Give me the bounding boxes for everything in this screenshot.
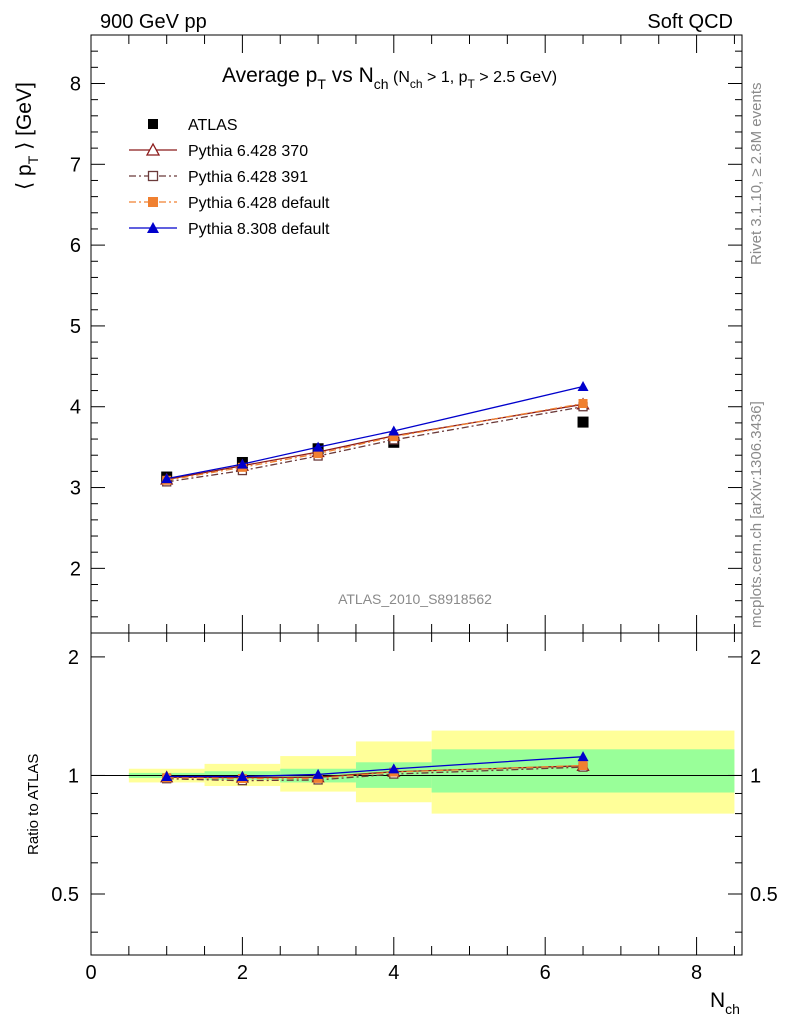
- legend-item: Pythia 6.428 370: [129, 142, 308, 160]
- ratio-y-tick-label-left: 2: [68, 647, 79, 669]
- title-cond-t: T: [468, 77, 476, 91]
- y-tick-label: 3: [70, 478, 81, 500]
- y-tick-label: 7: [70, 154, 81, 176]
- data-point: [578, 398, 588, 408]
- data-point: [577, 381, 589, 392]
- x-tick-label: 6: [540, 962, 551, 984]
- ratio-y-tick-label-left: 1: [68, 765, 79, 787]
- y-tick-label: 2: [70, 558, 81, 580]
- series-pythia-8-308-default: [161, 381, 589, 484]
- x-tick-label: 8: [691, 962, 702, 984]
- header-right-label: Soft QCD: [647, 11, 733, 33]
- title-cond-mid: > 1, p: [423, 69, 468, 86]
- ratio-data-point: [577, 751, 589, 762]
- ratio-y-tick-label-right: 1: [750, 765, 761, 787]
- legend: ATLAS Pythia 6.428 370 Pythia 6.428 391 Pyt…: [129, 117, 330, 238]
- y-tick-label: 6: [70, 235, 81, 257]
- legend-marker: [148, 119, 158, 129]
- xlabel-main: N: [710, 989, 725, 1012]
- x-tick-label: 2: [237, 962, 248, 984]
- data-point: [577, 416, 589, 428]
- x-tick-label: 0: [85, 962, 96, 984]
- ylabel-sub: T: [25, 155, 41, 164]
- ratio-y-tick-label-right: 0.5: [750, 884, 778, 906]
- title-cond-end: > 2.5 GeV): [475, 69, 557, 86]
- ratio-plot-area: 0.5 0.5 1 1 2 2 0 2 4 6 8: [51, 633, 778, 984]
- title-cond: (N: [389, 69, 410, 86]
- main-chart-title: Average pT vs Nch (Nch > 1, pT > 2.5 GeV…: [222, 64, 557, 92]
- data-point: [313, 449, 323, 459]
- legend-marker: [147, 170, 159, 182]
- ylabel-main: ⟨ p: [13, 164, 36, 190]
- series-line: [166, 385, 584, 480]
- data-point: [161, 473, 173, 484]
- legend-item: ATLAS: [148, 117, 238, 134]
- series-line: [166, 403, 584, 481]
- header-left-label: 900 GeV pp: [100, 11, 207, 33]
- title-sub-t: T: [317, 76, 326, 92]
- ratio-data-point: [578, 760, 588, 770]
- data-point: [389, 432, 399, 442]
- ylabel-end: ⟩ [GeV]: [13, 82, 36, 156]
- legend-marker: [145, 142, 161, 156]
- ratio-data-point: [161, 770, 173, 781]
- ratio-data-point: [312, 768, 324, 779]
- legend-item: Pythia 8.308 default: [129, 221, 330, 238]
- series-atlas: [161, 416, 589, 483]
- ratio-frame: [90, 632, 743, 956]
- x-axis-label: Nch: [710, 989, 740, 1017]
- ratio-y-tick-label-left: 0.5: [51, 884, 79, 906]
- legend-label: Pythia 6.428 default: [188, 195, 330, 212]
- ratio-data-point: [236, 770, 248, 781]
- legend-marker: [148, 197, 158, 207]
- series-pythia-6-428-391: [162, 402, 588, 487]
- y-tick-label: 8: [70, 73, 81, 95]
- ratio-y-axis-label: Ratio to ATLAS: [25, 754, 42, 855]
- legend-label: ATLAS: [188, 117, 238, 134]
- series-line: [166, 406, 584, 483]
- mcplots-label: mcplots.cern.ch [arXiv:1306.3436]: [748, 401, 765, 628]
- legend-item: Pythia 6.428 391: [129, 169, 308, 186]
- main-y-axis-label: ⟨ pT ⟩ [GeV]: [13, 82, 41, 190]
- analysis-watermark: ATLAS_2010_S8918562: [338, 591, 492, 607]
- title-vs: vs N: [326, 64, 374, 87]
- ratio-panel: 0.5 0.5 1 1 2 2 0 2 4 6 8 Ratio to ATLAS Nch: [25, 632, 778, 1017]
- main-plot-area: 2 3 4 5 6 7 8: [70, 34, 742, 634]
- xlabel-sub: ch: [725, 1001, 740, 1017]
- title-sub-ch: ch: [374, 76, 389, 92]
- data-point: [236, 458, 248, 469]
- legend-item: Pythia 6.428 default: [129, 195, 330, 212]
- x-tick-label: 4: [388, 962, 399, 984]
- ratio-data-point: [388, 763, 400, 774]
- legend-label: Pythia 8.308 default: [188, 221, 330, 238]
- rivet-version-label: Rivet 3.1.10, ≥ 2.8M events: [748, 83, 765, 266]
- data-point: [312, 441, 324, 452]
- legend-label: Pythia 6.428 391: [188, 169, 308, 186]
- ratio-series-pythia-8-308-default: [161, 751, 589, 781]
- legend-marker: [147, 222, 159, 233]
- ratio-y-tick-label-right: 2: [750, 647, 761, 669]
- series-pythia-6-428-default: [162, 398, 588, 485]
- data-point: [388, 425, 400, 436]
- y-tick-label: 5: [70, 316, 81, 338]
- legend-label: Pythia 6.428 370: [188, 143, 308, 160]
- title-main: Average p: [222, 64, 317, 87]
- title-cond-ch: ch: [410, 77, 423, 91]
- y-tick-label: 4: [70, 397, 81, 419]
